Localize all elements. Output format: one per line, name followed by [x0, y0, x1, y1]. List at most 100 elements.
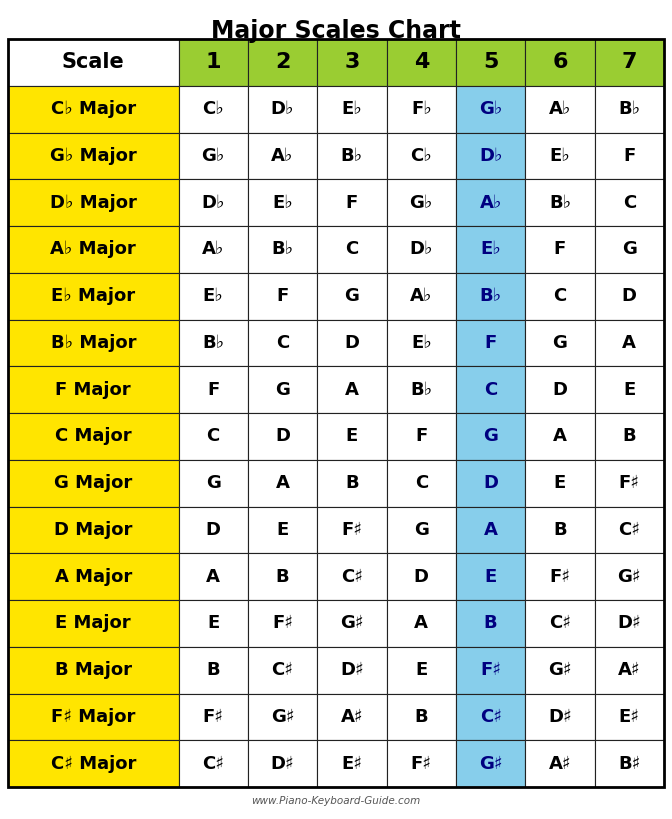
Text: E♭ Major: E♭ Major [51, 287, 135, 305]
Text: F♯: F♯ [480, 661, 501, 679]
Bar [386, 39, 456, 86]
Text: F: F [346, 193, 358, 211]
Text: B♭: B♭ [549, 193, 571, 211]
Text: 1: 1 [206, 52, 221, 72]
Text: A: A [622, 334, 636, 352]
Bar [317, 459, 386, 506]
Bar [8, 366, 179, 413]
Bar [456, 133, 526, 179]
Bar [386, 226, 456, 273]
Text: B♭: B♭ [271, 240, 294, 258]
Bar [386, 600, 456, 647]
Text: A♯: A♯ [618, 661, 640, 679]
Text: C: C [553, 287, 566, 305]
Text: 2: 2 [275, 52, 290, 72]
Bar [595, 366, 664, 413]
Text: E: E [276, 521, 289, 539]
Text: A♭: A♭ [271, 147, 294, 165]
Bar [456, 413, 526, 459]
Text: D♭: D♭ [271, 100, 294, 118]
Text: E: E [485, 568, 497, 586]
Bar [595, 413, 664, 459]
Bar [317, 740, 386, 787]
Bar [386, 459, 456, 506]
Bar [526, 647, 595, 694]
Text: E♭: E♭ [272, 193, 293, 211]
Bar [248, 273, 317, 319]
Text: A: A [553, 428, 567, 446]
Text: B♭: B♭ [618, 100, 640, 118]
Bar [179, 506, 248, 554]
Bar [456, 273, 526, 319]
Bar [595, 273, 664, 319]
Bar [595, 647, 664, 694]
Text: F: F [276, 287, 289, 305]
Text: G: G [206, 474, 220, 492]
Bar [8, 133, 179, 179]
Bar [8, 554, 179, 600]
Text: A♭: A♭ [549, 100, 571, 118]
Bar [317, 179, 386, 226]
Text: G: G [552, 334, 567, 352]
Text: F♯: F♯ [203, 708, 224, 726]
Text: B♭: B♭ [341, 147, 363, 165]
Text: Scale: Scale [62, 52, 124, 72]
Text: A: A [206, 568, 220, 586]
Text: D♯: D♯ [548, 708, 572, 726]
Bar [8, 273, 179, 319]
Bar [526, 600, 595, 647]
Bar [179, 179, 248, 226]
Bar [8, 226, 179, 273]
Text: E♭: E♭ [411, 334, 431, 352]
Bar [456, 459, 526, 506]
Text: Major Scales Chart: Major Scales Chart [211, 19, 461, 43]
Text: C: C [276, 334, 289, 352]
Bar [456, 647, 526, 694]
Bar [386, 506, 456, 554]
Text: E: E [346, 428, 358, 446]
Bar [526, 366, 595, 413]
Text: A♭ Major: A♭ Major [50, 240, 136, 258]
Bar [248, 413, 317, 459]
Text: E♯: E♯ [341, 754, 362, 772]
Text: C♯: C♯ [549, 614, 571, 632]
Bar [386, 366, 456, 413]
Bar [526, 133, 595, 179]
Text: E♯: E♯ [619, 708, 640, 726]
Bar [526, 554, 595, 600]
Text: E♭: E♭ [480, 240, 501, 258]
Bar [179, 647, 248, 694]
Bar [386, 86, 456, 133]
Bar [317, 366, 386, 413]
Text: 6: 6 [552, 52, 568, 72]
Bar [8, 740, 179, 787]
Bar [8, 319, 179, 366]
Text: B: B [622, 428, 636, 446]
Bar [456, 600, 526, 647]
Bar [179, 413, 248, 459]
Text: A: A [276, 474, 290, 492]
Bar [595, 694, 664, 740]
Text: E♭: E♭ [341, 100, 362, 118]
Text: A♯: A♯ [341, 708, 364, 726]
Text: C: C [415, 474, 428, 492]
Text: G♭: G♭ [410, 193, 433, 211]
Text: A: A [484, 521, 497, 539]
Bar [179, 133, 248, 179]
Text: G: G [345, 287, 360, 305]
Text: B: B [484, 614, 497, 632]
Text: www.Piano-Keyboard-Guide.com: www.Piano-Keyboard-Guide.com [251, 796, 421, 806]
Bar [456, 319, 526, 366]
Bar [386, 273, 456, 319]
Text: D♭: D♭ [409, 240, 433, 258]
Text: G: G [414, 521, 429, 539]
Bar [179, 226, 248, 273]
Text: B♭ Major: B♭ Major [50, 334, 136, 352]
Text: C♭: C♭ [411, 147, 432, 165]
Text: C: C [206, 428, 220, 446]
Bar [526, 39, 595, 86]
Bar [456, 506, 526, 554]
Text: D♭ Major: D♭ Major [50, 193, 136, 211]
Bar [317, 554, 386, 600]
Bar [248, 226, 317, 273]
